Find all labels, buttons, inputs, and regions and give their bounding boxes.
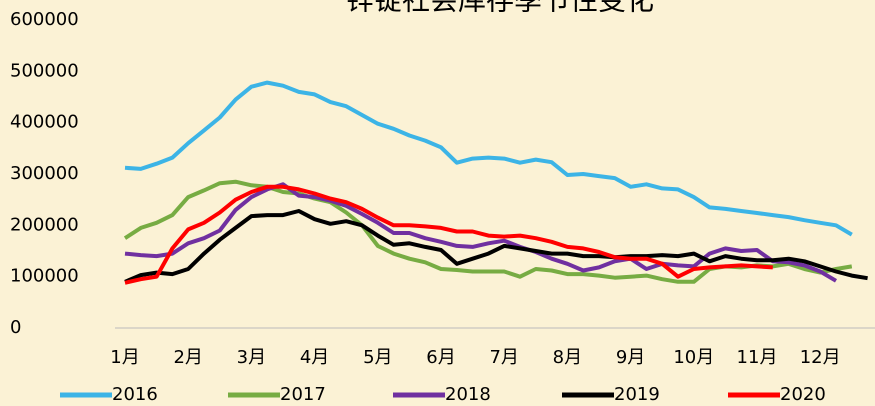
x-tick-label: 11月 (737, 347, 778, 368)
x-tick-label: 4月 (300, 347, 329, 368)
y-tick-label: 400000 (10, 112, 79, 133)
x-tick-label: 7月 (489, 347, 518, 368)
x-tick-label: 6月 (426, 347, 455, 368)
y-tick-label: 100000 (10, 266, 79, 287)
y-tick-label: 500000 (10, 60, 79, 81)
legend-label: 2016 (112, 384, 158, 405)
series-line (124, 182, 838, 283)
x-tick-label: 12月 (800, 347, 841, 368)
chart-title: 锌锭社会库存季节性变化 (346, 0, 654, 17)
legend-label: 2019 (614, 384, 660, 405)
y-tick-label: 0 (10, 317, 21, 338)
series-line (124, 80, 853, 237)
legend-label: 2020 (780, 384, 826, 405)
legend-label: 2018 (445, 384, 491, 405)
x-tick-label: 8月 (553, 347, 582, 368)
series-line (124, 184, 773, 285)
series-line (124, 209, 868, 284)
y-tick-label: 600000 (10, 9, 79, 30)
legend-label: 2017 (280, 384, 326, 405)
y-tick-label: 200000 (10, 214, 79, 235)
x-tick-label: 10月 (673, 347, 714, 368)
x-tick-label: 5月 (363, 347, 392, 368)
x-tick-label: 3月 (237, 347, 266, 368)
y-tick-label: 300000 (10, 163, 79, 184)
x-tick-label: 2月 (173, 347, 202, 368)
x-tick-label: 1月 (110, 347, 139, 368)
x-tick-label: 9月 (616, 347, 645, 368)
